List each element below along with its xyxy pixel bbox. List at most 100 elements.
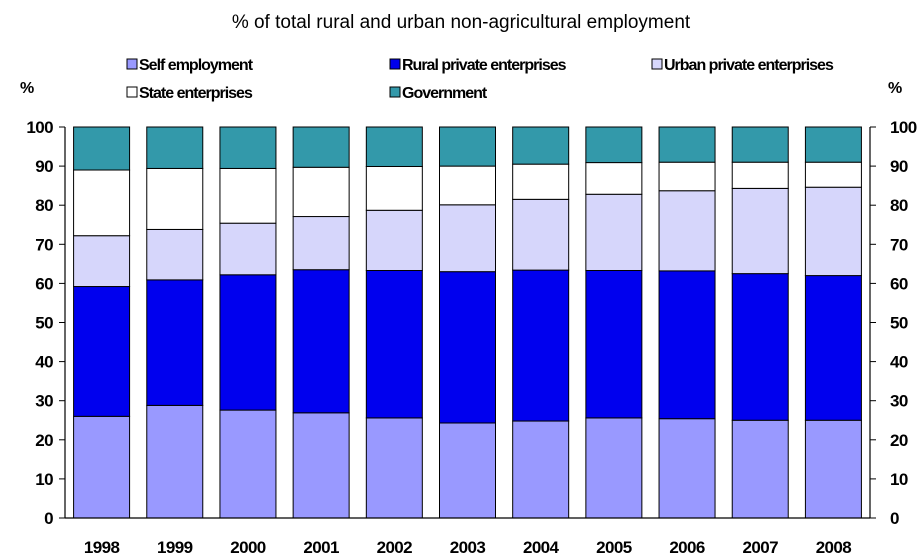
- bar-segment-2008-3: [804, 161, 862, 188]
- bar-segment-2004-4: [512, 126, 570, 165]
- bar-segment-2003-1: [439, 271, 496, 424]
- y-tick-label-right: 90: [890, 157, 908, 176]
- x-tick-label: 2002: [377, 538, 413, 557]
- bar-segment-2004-0: [512, 420, 570, 519]
- legend-label: Self employment: [139, 57, 254, 74]
- bar-segment-2006-3: [658, 161, 716, 192]
- x-tick-label: 2001: [303, 538, 339, 557]
- bar-segment-2000-3: [219, 167, 277, 224]
- bar-segment-2004-2: [512, 198, 570, 271]
- x-tick-label: 2000: [230, 538, 266, 557]
- x-tick-label: 2004: [523, 538, 560, 557]
- bar-segment-2007-2: [731, 187, 789, 275]
- bar-segment-1999-3: [146, 167, 204, 230]
- bars: [73, 126, 862, 519]
- bar-segment-2006-4: [658, 126, 716, 163]
- bar-segment-2008-2: [804, 186, 862, 277]
- bar-segment-2005-2: [585, 193, 643, 271]
- x-tick-label: 2005: [596, 538, 632, 557]
- y-tick-label-left: 40: [35, 353, 53, 372]
- x-tick-label: 2007: [743, 538, 779, 557]
- bar-segment-2001-3: [292, 166, 350, 218]
- y-tick-label-right: 0: [890, 509, 899, 528]
- y-axis-left: 0 10 20 30 40 50 60 70 80 90 100: [26, 118, 65, 528]
- bar-segment-1998-0: [73, 415, 131, 519]
- legend: Self employment Rural private enterprises…: [126, 57, 835, 102]
- y-tick-label-left: 0: [44, 509, 53, 528]
- bar-segment-2003-2: [439, 204, 496, 273]
- bar-segment-1998-4: [73, 126, 131, 171]
- legend-swatch: [126, 86, 138, 98]
- x-tick-label: 1999: [157, 538, 193, 557]
- y-tick-label-left: 90: [35, 157, 53, 176]
- y-tick-label-right: 60: [890, 274, 908, 293]
- x-tick-label: 2003: [450, 538, 486, 557]
- bar-segment-2006-1: [658, 270, 716, 420]
- bar-segment-2000-4: [219, 126, 277, 169]
- bar-segment-2004-1: [512, 269, 570, 422]
- legend-swatch: [126, 58, 138, 70]
- bar-segment-2007-4: [731, 126, 789, 163]
- bar-segment-2002-2: [365, 209, 423, 271]
- chart-title: % of total rural and urban non-agricultu…: [232, 12, 691, 33]
- x-tick-label: 2008: [816, 538, 852, 557]
- bar-segment-1999-1: [146, 279, 204, 406]
- y-tick-label-left: 70: [35, 235, 53, 254]
- bar-segment-2002-0: [365, 417, 423, 519]
- legend-label: Urban private enterprises: [664, 57, 834, 74]
- bar-segment-2008-1: [804, 275, 862, 421]
- bar-segment-2005-1: [585, 269, 643, 419]
- y-tick-label-right: 30: [890, 392, 908, 411]
- y-tick-label-left: 60: [35, 274, 53, 293]
- bar-segment-2005-3: [585, 162, 643, 195]
- bar-segment-2007-1: [731, 273, 789, 421]
- legend-swatch: [389, 58, 401, 70]
- x-tick-label: 1998: [84, 538, 120, 557]
- bar-segment-2000-2: [219, 222, 277, 276]
- bar-segment-2001-0: [292, 412, 350, 519]
- bar-segment-2000-0: [219, 409, 277, 519]
- y-axis-right: 0 10 20 30 40 50 60 70 80 90 100: [870, 118, 917, 528]
- bar-segment-2006-0: [658, 418, 716, 519]
- bar-segment-1998-1: [73, 286, 131, 417]
- legend-label: State enterprises: [139, 85, 253, 102]
- bar-segment-2003-0: [439, 422, 496, 519]
- bar-segment-1998-2: [73, 235, 131, 288]
- bar-segment-2001-2: [292, 216, 350, 271]
- bar-segment-1999-2: [146, 228, 204, 281]
- y-tick-label-right: 80: [890, 196, 908, 215]
- y-tick-label-left: 50: [35, 314, 53, 333]
- y-tick-label-left: 20: [35, 431, 53, 450]
- bar-segment-1999-0: [146, 404, 204, 519]
- bar-segment-2001-1: [292, 269, 350, 414]
- legend-label: Rural private enterprises: [402, 57, 567, 74]
- bar-segment-1998-3: [73, 169, 131, 237]
- y-tick-label-right: 40: [890, 353, 908, 372]
- y-tick-label-right: 10: [890, 470, 908, 489]
- y-axis-label-right: %: [888, 80, 902, 97]
- bar-segment-2004-3: [512, 163, 570, 200]
- y-tick-label-right: 70: [890, 235, 908, 254]
- bar-segment-2005-0: [585, 417, 643, 519]
- y-tick-label-left: 30: [35, 392, 53, 411]
- legend-swatch: [389, 86, 401, 98]
- bar-segment-2003-4: [439, 126, 496, 167]
- bar-segment-2008-0: [804, 419, 862, 519]
- y-tick-label-left: 80: [35, 196, 53, 215]
- y-axis-label-left: %: [20, 80, 34, 97]
- legend-swatch: [651, 58, 663, 70]
- bar-segment-2002-3: [365, 165, 423, 211]
- bar-segment-2007-3: [731, 161, 789, 189]
- bar-segment-2000-1: [219, 274, 277, 411]
- bar-segment-2008-4: [804, 126, 862, 163]
- bar-segment-2007-0: [731, 419, 789, 519]
- bar-segment-2006-2: [658, 190, 716, 272]
- y-tick-label-left: 10: [35, 470, 53, 489]
- y-tick-label-left: 100: [26, 118, 53, 137]
- y-tick-label-right: 100: [890, 118, 917, 137]
- bar-segment-2003-3: [439, 165, 496, 206]
- x-tick-label: 2006: [669, 538, 705, 557]
- bar-segment-2002-1: [365, 269, 423, 419]
- bar-segment-2002-4: [365, 126, 423, 167]
